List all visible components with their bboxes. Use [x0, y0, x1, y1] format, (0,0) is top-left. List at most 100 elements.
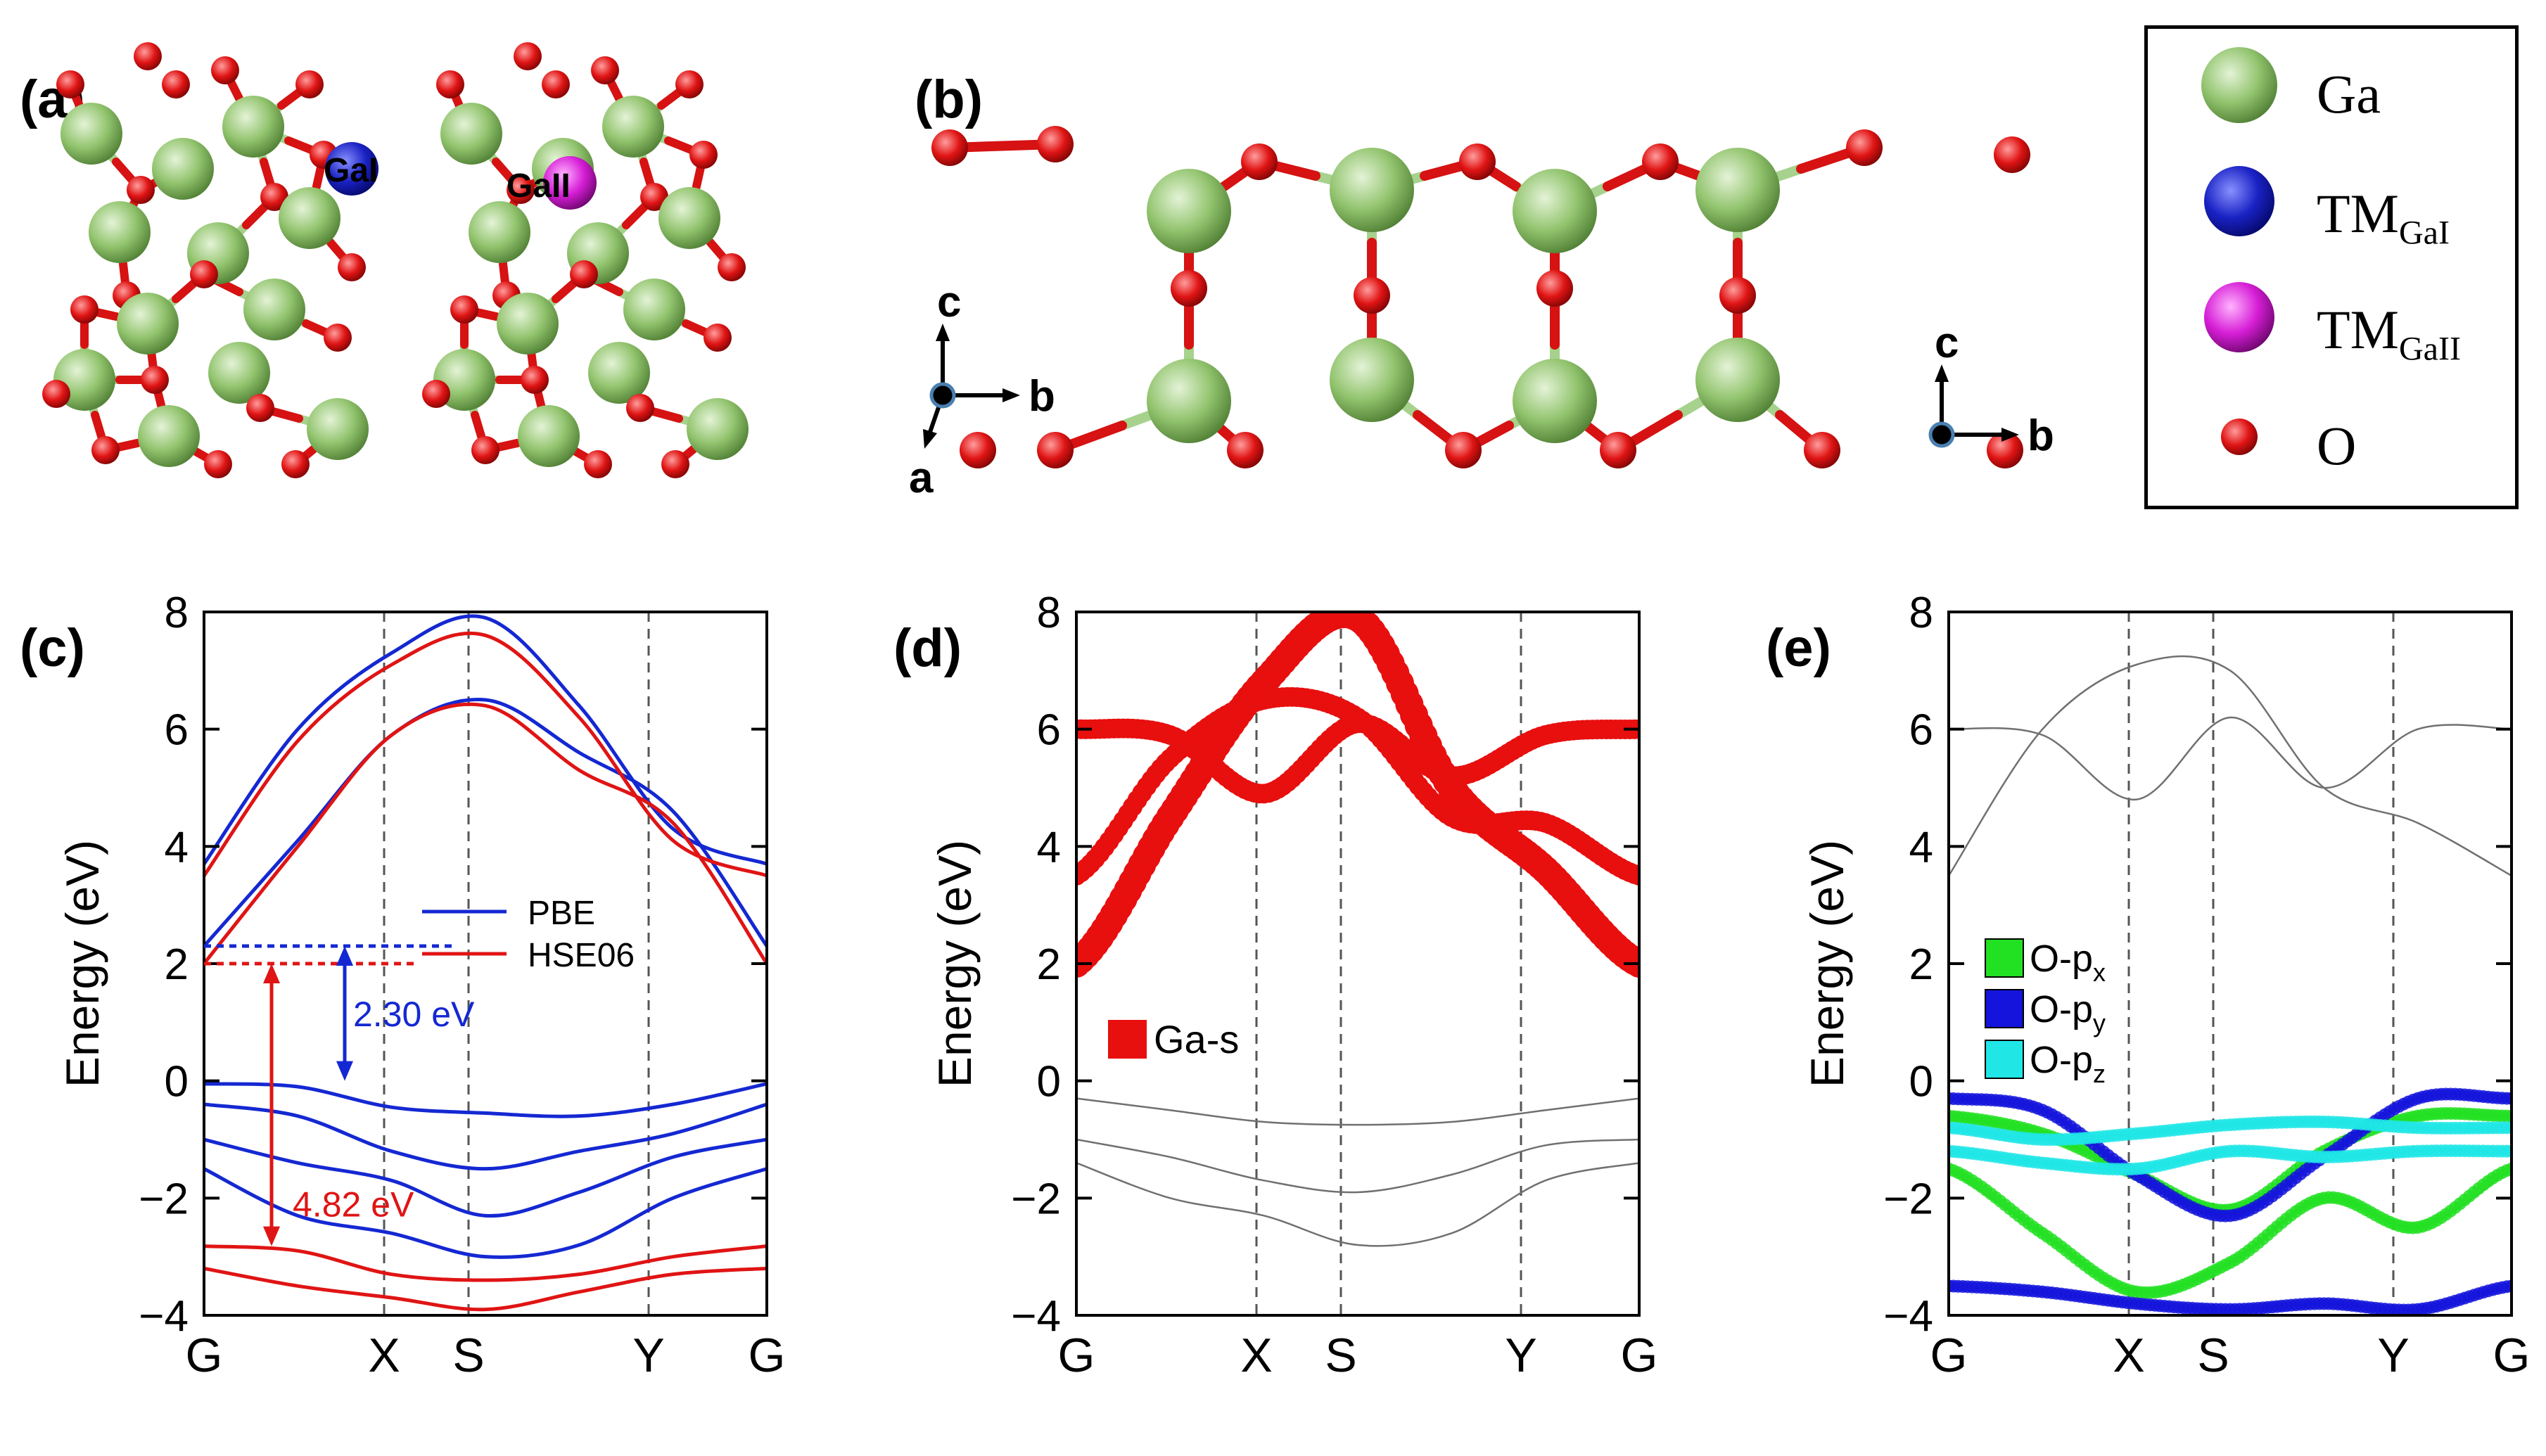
- ga-atom: [658, 187, 720, 249]
- o-atom: [1354, 277, 1390, 314]
- axis-label-b-right: b: [2028, 411, 2054, 460]
- o-atom: [514, 42, 542, 70]
- ga-atom: [518, 405, 580, 467]
- band-line-pbe: [204, 1082, 767, 1118]
- projected-band-o-px: [1949, 1162, 2512, 1299]
- ga-atom: [117, 293, 179, 355]
- o-atom: [1600, 432, 1636, 468]
- band-line-pbe: [204, 697, 767, 947]
- tm-gai-atom-icon: [2204, 166, 2274, 236]
- o-atom: [141, 366, 169, 394]
- o-atom: [1037, 126, 1074, 162]
- tm-gaii-atom: [543, 156, 597, 210]
- axis-label-c: c: [937, 278, 961, 326]
- ga-atom: [1695, 338, 1780, 422]
- projected-band-ga-s: [1076, 713, 1639, 804]
- ga-atom: [307, 398, 369, 460]
- ga-atom: [61, 103, 122, 165]
- o-atom: [1846, 129, 1883, 166]
- o-atom: [1642, 143, 1679, 180]
- o-atom: [521, 366, 549, 394]
- o-atom: [190, 260, 218, 288]
- axis-triad-right: c b: [1928, 319, 2054, 460]
- projected-band-o-pz: [1949, 1115, 2512, 1147]
- y-tick-label: 0: [165, 1058, 189, 1106]
- band-line-pbe: [204, 1137, 767, 1218]
- ga-atom: [469, 201, 530, 263]
- gap-arrowhead: [263, 964, 280, 983]
- o-atom: [211, 56, 239, 84]
- o-atom: [56, 70, 84, 98]
- legend-swatch-o-px: [1985, 938, 2024, 978]
- legend-row-tm-gai: TMGaI: [2148, 155, 2515, 254]
- legend-label-ga: Ga: [2317, 63, 2381, 124]
- y-tick-label: 2: [1909, 940, 1933, 989]
- ga-atom: [243, 279, 305, 340]
- y-tick-label: −2: [1011, 1175, 1061, 1223]
- legend-text-o-px: O-px: [2030, 938, 2106, 987]
- axis-label-c-right: c: [1935, 319, 1959, 367]
- o-atom: [718, 253, 746, 281]
- o-atom: [1536, 270, 1573, 307]
- x-tick-label: S: [452, 1329, 484, 1382]
- ga-atom: [208, 342, 270, 404]
- o-atom: [281, 450, 310, 478]
- y-axis-label: Energy (eV): [1801, 840, 1853, 1087]
- o-atom: [246, 394, 274, 422]
- y-tick-label: −4: [1883, 1292, 1933, 1341]
- y-tick-label: 8: [165, 589, 189, 637]
- gap-arrowhead: [336, 1061, 353, 1081]
- ga-atom: [138, 405, 200, 467]
- y-tick-label: 8: [1037, 589, 1061, 637]
- x-tick-label: G: [2493, 1329, 2531, 1382]
- tm-gaii-atom-icon: [2204, 282, 2274, 352]
- gap-label-pbe: 2.30 eV: [353, 995, 475, 1034]
- y-tick-label: 2: [165, 940, 189, 989]
- y-axis-label: Energy (eV): [929, 840, 981, 1087]
- o-atom: [591, 56, 619, 84]
- ga-atom: [687, 398, 749, 460]
- axis-triad-left: c b a: [909, 278, 1055, 502]
- o-atom: [295, 70, 324, 98]
- o-atom: [507, 176, 535, 204]
- y-tick-label: −2: [1883, 1175, 1933, 1223]
- o-atom: [204, 450, 232, 478]
- ga-atom: [440, 103, 502, 165]
- band-line-pbe: [204, 1102, 767, 1171]
- o-atom: [1719, 277, 1756, 314]
- y-tick-label: 6: [165, 706, 189, 755]
- o-atom: [704, 324, 732, 352]
- x-tick-label: G: [1621, 1329, 1658, 1382]
- legend-swatch-o-py: [1985, 989, 2024, 1028]
- y-tick-label: 6: [1037, 706, 1061, 755]
- o-atom: [436, 70, 464, 98]
- o-atom: [162, 70, 190, 98]
- band-line-hse06: [204, 631, 767, 878]
- legend-row-o: O: [2148, 388, 2515, 486]
- legend-text-o-pz: O-pz: [2030, 1039, 2106, 1088]
- o-atom: [1987, 432, 2023, 468]
- o-atom: [931, 129, 968, 166]
- band-guide: [1076, 613, 1639, 964]
- y-tick-label: 2: [1037, 940, 1061, 989]
- x-tick-label: S: [1325, 1329, 1356, 1382]
- atom-label-gai: GaI: [324, 152, 378, 189]
- crystal-structure-side-view: c b a c b: [909, 126, 2054, 502]
- ga-atom: [152, 138, 214, 200]
- o-atom: [626, 394, 654, 422]
- o-atom: [1227, 432, 1264, 468]
- o-atom: [675, 70, 704, 98]
- gap-arrowhead: [336, 946, 353, 966]
- band-line-pbe: [204, 614, 767, 866]
- legend-text-hse06: HSE06: [528, 937, 635, 974]
- x-tick-label: G: [1930, 1329, 1968, 1382]
- legend-label-tm-gai: TMGaI: [2317, 183, 2450, 252]
- ga-atom: [1513, 169, 1597, 253]
- o-atom: [42, 380, 70, 408]
- ga-atom: [279, 187, 340, 249]
- gap-label-hse: 4.82 eV: [293, 1185, 414, 1225]
- background-band: [1076, 1097, 1639, 1126]
- panel-label-d: (d): [893, 618, 962, 678]
